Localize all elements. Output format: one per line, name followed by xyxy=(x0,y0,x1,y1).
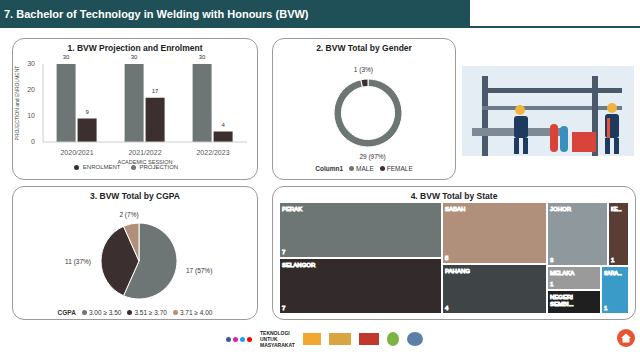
html-text:1. BVW Projection and Enrolmen: 1. BVW Projection and Enrolment xyxy=(67,43,203,53)
html-text:3.71 ≥ 4.00: 3.71 ≥ 4.00 xyxy=(179,308,213,316)
html-text:3.51 ≥ 3.70: 3.51 ≥ 3.70 xyxy=(134,308,167,316)
svg-text:30: 30 xyxy=(63,54,70,60)
svg-text:4: 4 xyxy=(445,305,449,311)
svg-text:PAHANG: PAHANG xyxy=(445,268,470,274)
html-text:ENROLMENT: ENROLMENT xyxy=(82,164,121,170)
svg-text:30: 30 xyxy=(199,54,206,60)
svg-text:3: 3 xyxy=(550,257,554,263)
html-text:Column1: Column1 xyxy=(315,164,343,172)
html-text:MASYARAKAT: MASYARAKAT xyxy=(260,342,295,348)
svg-text:2022/2023: 2022/2023 xyxy=(196,149,229,156)
svg-text:7: 7 xyxy=(282,305,286,311)
svg-text:20: 20 xyxy=(27,86,35,93)
html-text:MALE: MALE xyxy=(356,164,374,172)
svg-text:17 (57%): 17 (57%) xyxy=(186,267,212,275)
html-text:3.00 ≥ 3.50: 3.00 ≥ 3.50 xyxy=(88,308,122,316)
svg-text:PROJECTION and ENROLMENT: PROJECTION and ENROLMENT xyxy=(14,66,20,141)
svg-text:2020/2021: 2020/2021 xyxy=(60,149,93,156)
html-text:2. BVW Total by Gender: 2. BVW Total by Gender xyxy=(316,43,412,53)
svg-text:PERAK: PERAK xyxy=(282,206,302,212)
svg-text:SEMBI...: SEMBI... xyxy=(550,301,574,307)
svg-text:7: 7 xyxy=(282,249,286,255)
svg-text:1 (3%): 1 (3%) xyxy=(354,66,373,74)
html-text:7. Bachelor of Technology in W: 7. Bachelor of Technology in Welding wit… xyxy=(4,8,309,20)
svg-text:2 (7%): 2 (7%) xyxy=(119,211,138,219)
html-text:4. BVW Total by State: 4. BVW Total by State xyxy=(410,191,498,201)
svg-text:9: 9 xyxy=(85,109,89,115)
html-text:FEMALE: FEMALE xyxy=(386,164,413,172)
svg-text:SELANGOR: SELANGOR xyxy=(282,262,316,268)
svg-text:ACADEMIC SESSION: ACADEMIC SESSION xyxy=(117,159,172,165)
svg-text:JOHOR: JOHOR xyxy=(550,206,572,212)
svg-text:MELAKA: MELAKA xyxy=(550,270,574,276)
svg-text:5: 5 xyxy=(445,255,449,261)
html-text:3. BVW Total by CGPA: 3. BVW Total by CGPA xyxy=(90,191,180,201)
svg-text:SABAH: SABAH xyxy=(445,206,465,212)
svg-text:KE...: KE... xyxy=(611,207,622,212)
html-text:TEKNOLOGI: TEKNOLOGI xyxy=(260,330,290,336)
svg-text:10: 10 xyxy=(27,112,35,119)
html-text:UNTUK: UNTUK xyxy=(260,336,278,342)
svg-text:30: 30 xyxy=(27,60,35,67)
html-text:PROJECTION: PROJECTION xyxy=(139,164,179,170)
svg-text:29 (97%): 29 (97%) xyxy=(359,153,385,161)
svg-text:1: 1 xyxy=(550,281,554,287)
svg-text:1: 1 xyxy=(611,257,615,263)
svg-text:2021/2022: 2021/2022 xyxy=(128,149,161,156)
svg-text:0: 0 xyxy=(31,138,35,145)
svg-text:30: 30 xyxy=(131,54,138,60)
svg-text:NEGERI: NEGERI xyxy=(550,294,573,300)
svg-text:4: 4 xyxy=(221,122,225,128)
svg-text:17: 17 xyxy=(152,88,159,94)
svg-text:SARA...: SARA... xyxy=(604,270,622,276)
svg-text:11 (37%): 11 (37%) xyxy=(65,258,91,266)
svg-text:1: 1 xyxy=(604,305,608,311)
html-text:CGPA: CGPA xyxy=(57,308,76,316)
